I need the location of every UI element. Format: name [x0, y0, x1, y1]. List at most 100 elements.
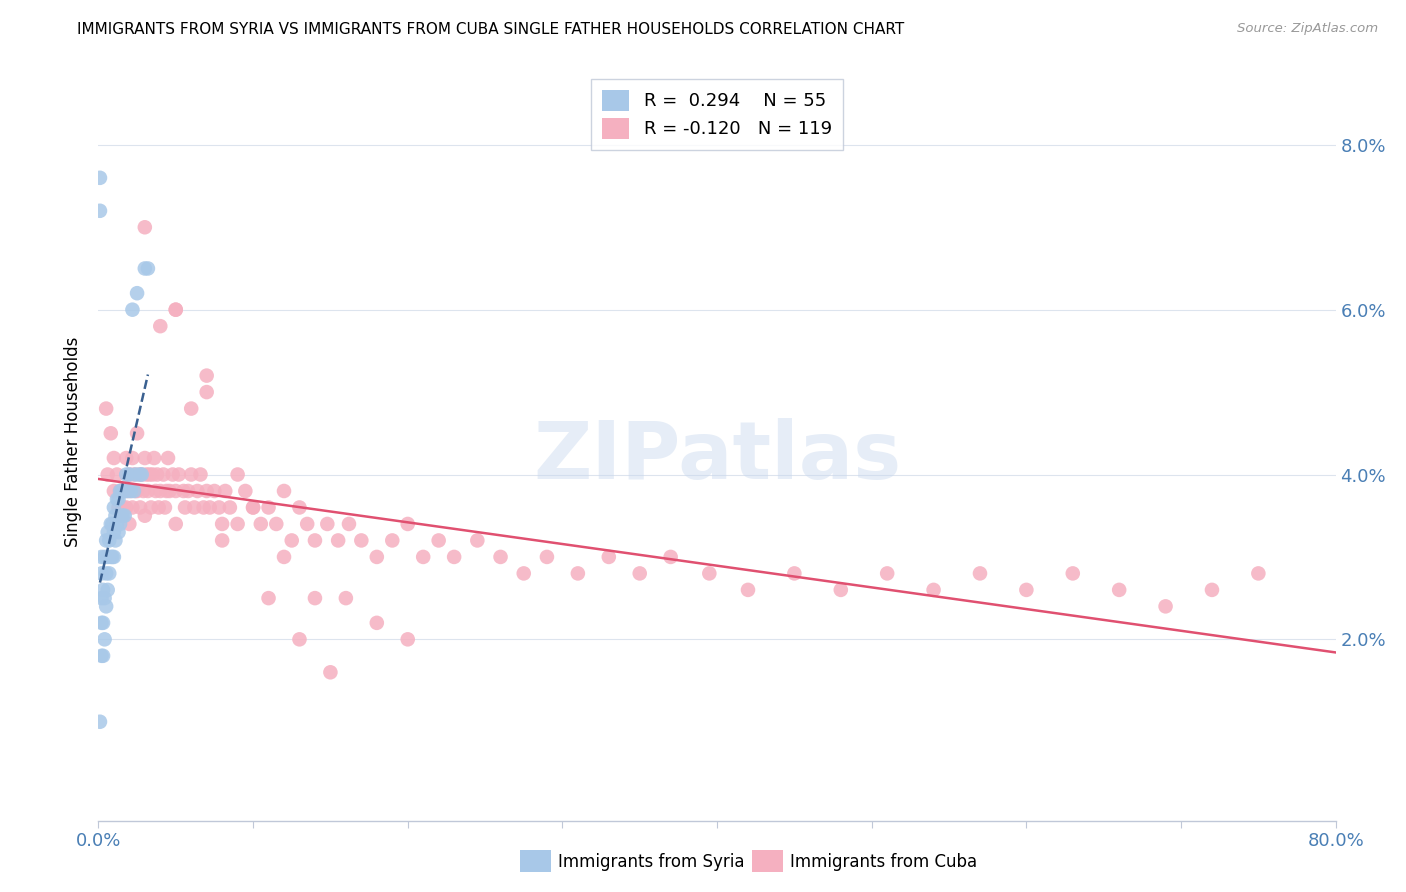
Point [159, 483, 181, 498]
Point [104, 533, 127, 548]
Point [830, 582, 852, 597]
Point [108, 516, 131, 531]
Point [195, 483, 218, 498]
Point [381, 533, 404, 548]
Point [1201, 582, 1223, 597]
Point [699, 566, 721, 581]
Point [131, 467, 153, 482]
Point [233, 483, 257, 498]
Point [1247, 566, 1270, 581]
Point [443, 549, 465, 564]
Point [204, 483, 226, 498]
Point [97, 525, 120, 540]
Point [304, 591, 326, 606]
Point [98, 533, 121, 548]
Point [273, 549, 295, 564]
Point [105, 492, 128, 507]
Point [127, 483, 149, 498]
Point [107, 525, 129, 540]
Point [149, 483, 172, 498]
Point [103, 525, 125, 540]
Point [134, 220, 156, 235]
Point [135, 467, 157, 482]
Point [145, 483, 167, 498]
Point [90, 549, 112, 564]
Point [211, 533, 233, 548]
Point [598, 549, 620, 564]
Point [111, 508, 132, 523]
Point [111, 483, 132, 498]
Point [180, 467, 202, 482]
Point [121, 302, 143, 317]
Point [489, 549, 512, 564]
Point [319, 665, 342, 680]
Point [97, 549, 120, 564]
Point [165, 302, 187, 317]
Text: Immigrants from Cuba: Immigrants from Cuba [790, 853, 977, 871]
Point [567, 566, 589, 581]
Point [115, 450, 138, 465]
Point [427, 533, 450, 548]
Point [93, 632, 115, 647]
Point [96, 566, 118, 581]
Point [114, 483, 136, 498]
Point [124, 467, 146, 482]
Point [136, 483, 159, 498]
Text: Source: ZipAtlas.com: Source: ZipAtlas.com [1237, 22, 1378, 36]
Point [89, 203, 111, 218]
Point [122, 483, 145, 498]
Point [112, 508, 135, 523]
Point [366, 549, 388, 564]
Point [115, 500, 138, 515]
Point [114, 508, 136, 523]
Point [737, 582, 759, 597]
Point [120, 483, 142, 498]
Point [127, 286, 149, 301]
Point [93, 549, 115, 564]
Point [96, 401, 118, 416]
Point [350, 533, 373, 548]
Point [138, 467, 160, 482]
Point [783, 566, 806, 581]
Point [96, 599, 118, 614]
Point [922, 582, 945, 597]
Point [108, 483, 131, 498]
Point [143, 450, 166, 465]
Point [242, 500, 264, 515]
Point [105, 467, 128, 482]
Point [104, 508, 127, 523]
Point [101, 516, 124, 531]
Point [98, 566, 121, 581]
Point [366, 615, 388, 630]
Point [242, 500, 264, 515]
Point [335, 591, 357, 606]
Point [91, 615, 114, 630]
Point [146, 467, 169, 482]
Point [536, 549, 558, 564]
Point [136, 261, 159, 276]
Point [226, 467, 249, 482]
Point [108, 483, 131, 498]
Point [165, 483, 187, 498]
Point [153, 500, 176, 515]
Point [304, 533, 326, 548]
Point [93, 591, 115, 606]
Point [628, 566, 651, 581]
Point [219, 500, 242, 515]
Point [103, 483, 125, 498]
Point [89, 714, 111, 729]
Point [122, 467, 145, 482]
Point [117, 483, 139, 498]
Point [97, 582, 120, 597]
Point [513, 566, 536, 581]
Point [121, 450, 143, 465]
Point [127, 426, 149, 441]
Point [214, 483, 236, 498]
Point [297, 516, 319, 531]
Point [103, 549, 125, 564]
Point [134, 261, 156, 276]
Point [1108, 582, 1130, 597]
Point [90, 566, 112, 581]
Point [193, 500, 215, 515]
Point [165, 302, 187, 317]
